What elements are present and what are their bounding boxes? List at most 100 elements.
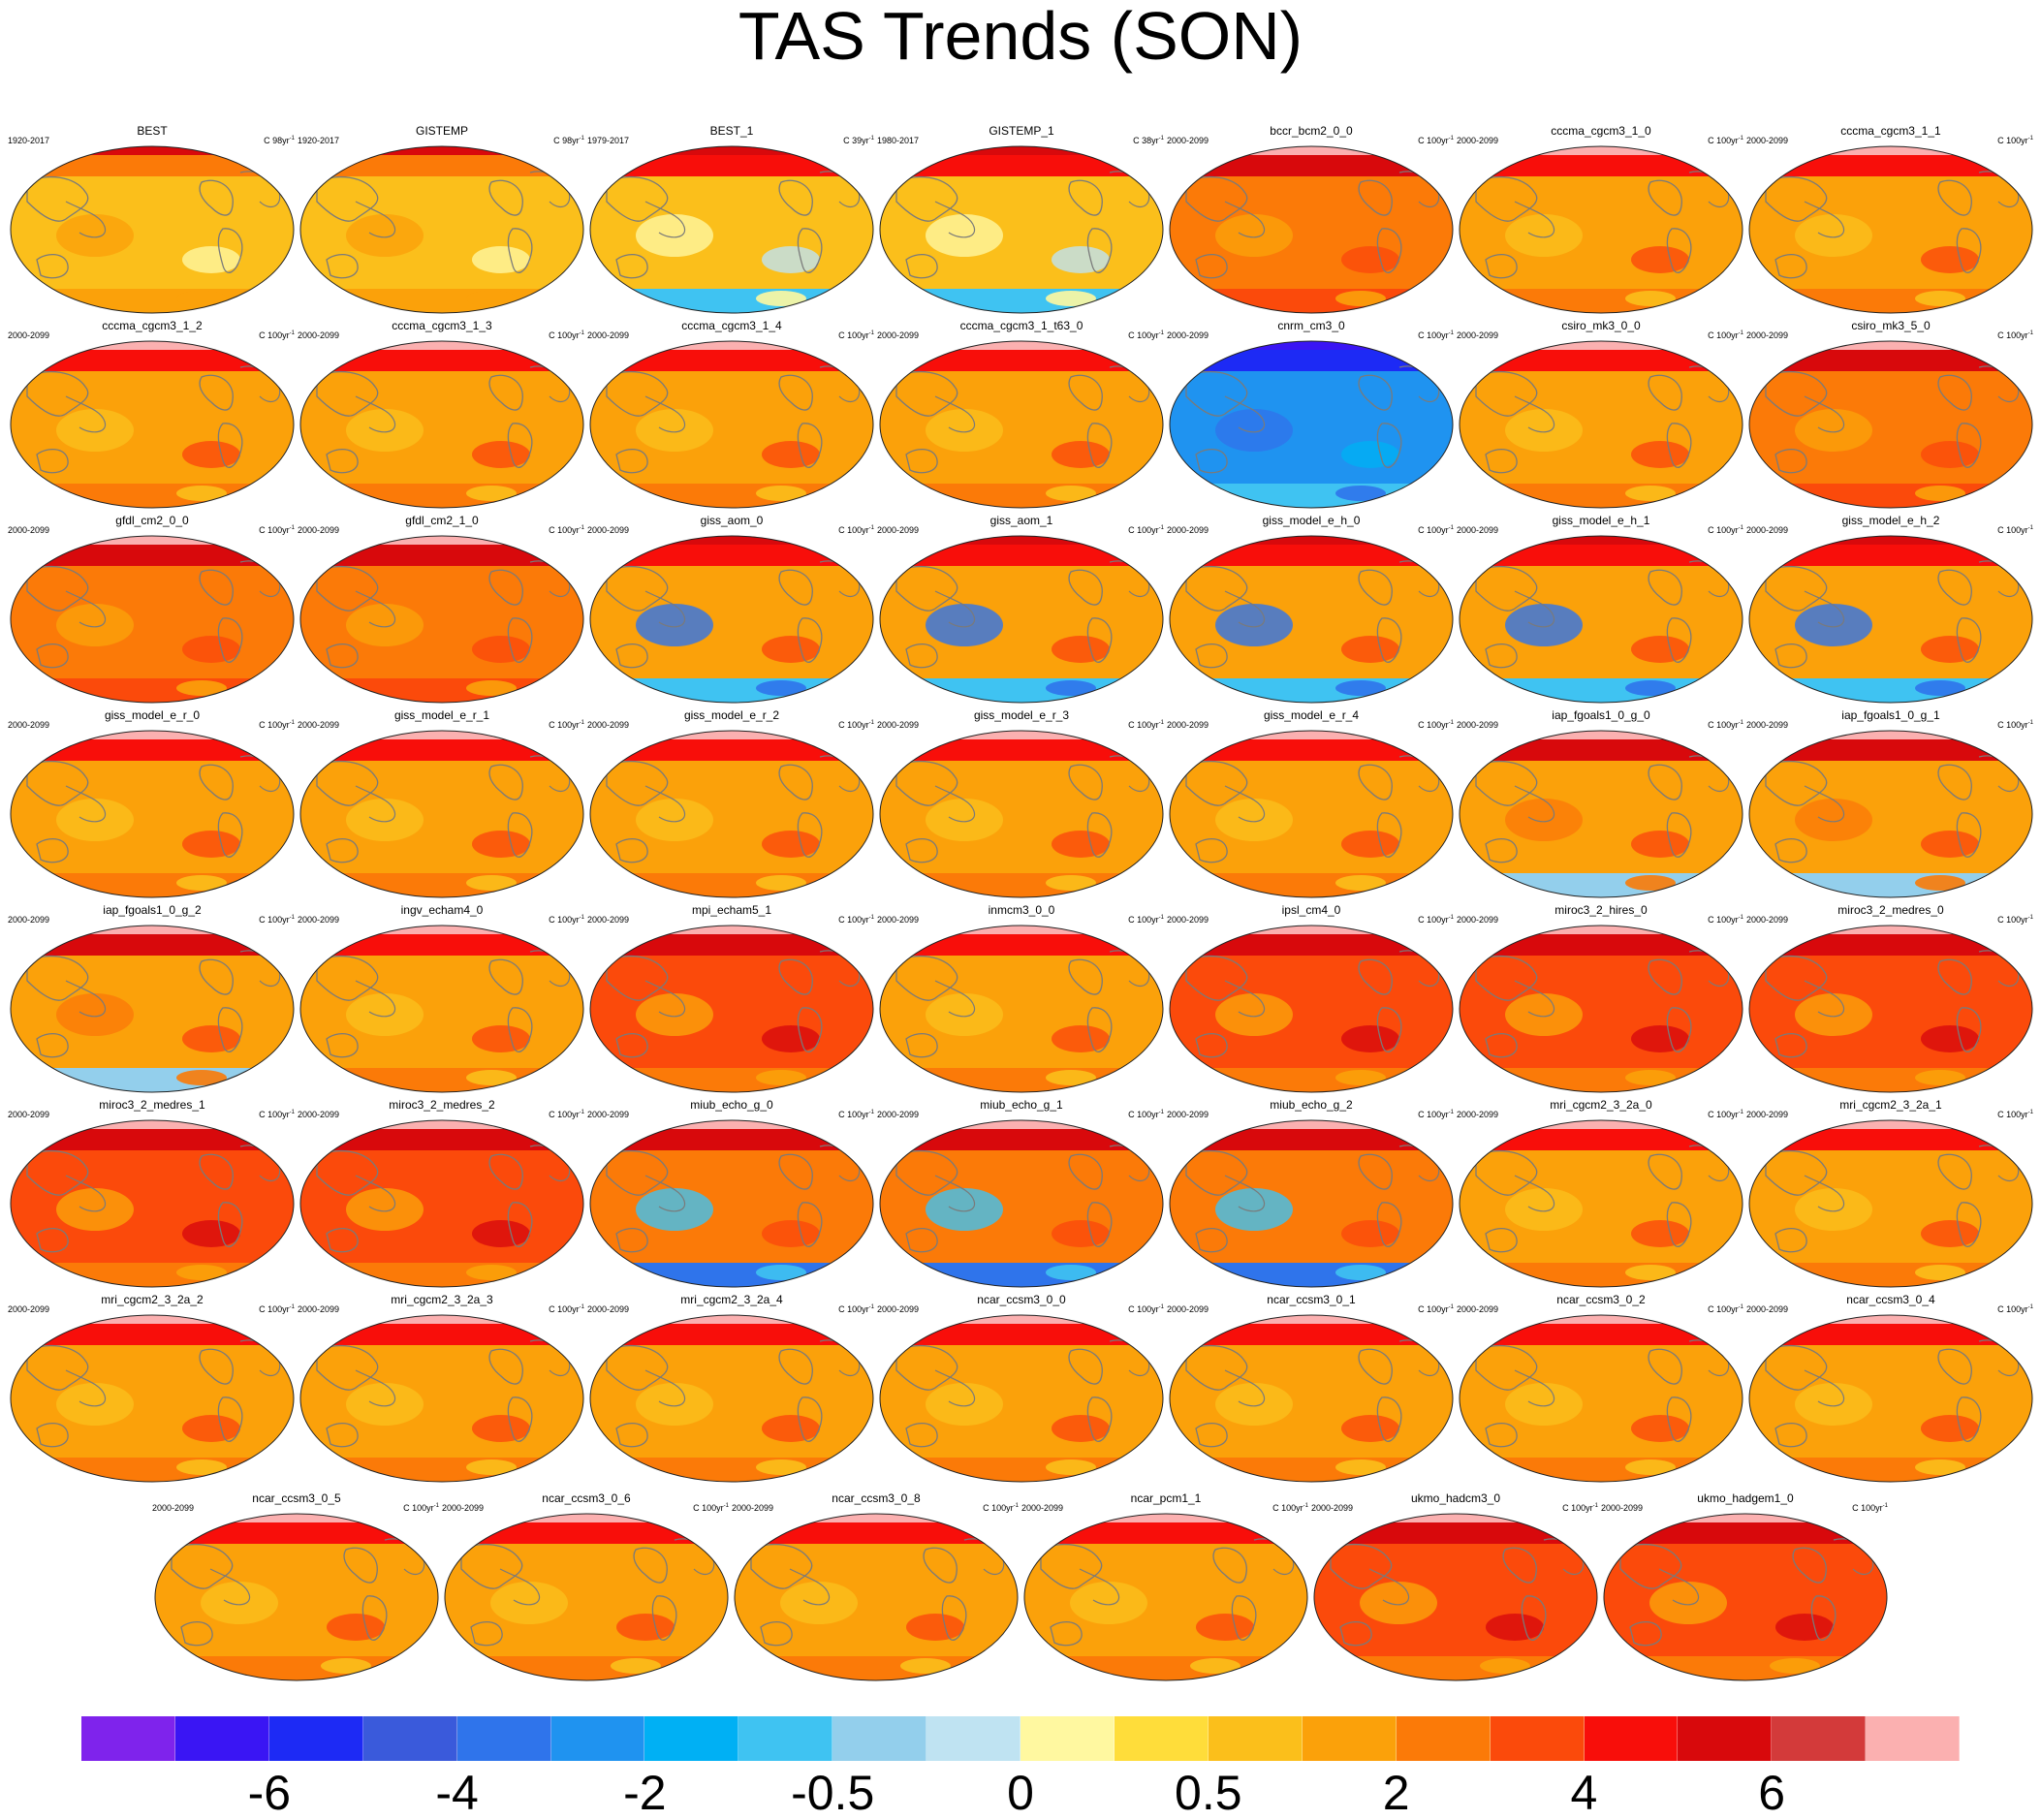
panel-units: C 100yr-1 <box>1418 523 1454 535</box>
panel-period: 1920-2017 <box>8 136 50 145</box>
panel-units: C 100yr-1 <box>259 1108 295 1119</box>
world-map <box>299 1314 584 1483</box>
world-map <box>589 340 874 509</box>
panel-units-text: C 100yr <box>1997 525 2028 535</box>
world-map <box>1169 730 1454 898</box>
world-map <box>1748 925 2033 1093</box>
world-map <box>879 340 1164 509</box>
panel-title: ncar_ccsm3_0_1 <box>1267 1293 1356 1306</box>
panel-units: C 100yr-1 <box>1997 1108 2033 1119</box>
panel-title: miroc3_2_medres_1 <box>99 1098 205 1112</box>
panel-period: 2000-2099 <box>1167 915 1209 925</box>
world-map <box>1748 145 2033 314</box>
panel-units: C 100yr-1 <box>693 1501 729 1513</box>
map-panel: ncar_ccsm3_0_2 2000-2099 C 100yr-1 <box>1457 1293 1745 1487</box>
world-map <box>1169 925 1454 1093</box>
panel-units-exponent: -1 <box>579 1304 584 1310</box>
panel-units-text: C 100yr <box>403 1503 434 1513</box>
panel-units-text: C 100yr <box>259 525 290 535</box>
panel-units-exponent: -1 <box>579 330 584 336</box>
panel-units: C 98yr-1 <box>264 134 295 145</box>
panel-units: C 100yr-1 <box>259 913 295 925</box>
map-panel: ncar_ccsm3_0_4 2000-2099 C 100yr-1 <box>1746 1293 2035 1487</box>
panel-units: C 100yr-1 <box>1128 1302 1164 1314</box>
panel-title: mri_cgcm2_3_2a_1 <box>1839 1098 1942 1112</box>
world-map <box>299 535 584 704</box>
colorbar-tick-label: -2 <box>623 1766 667 1820</box>
panel-units: C 100yr-1 <box>1562 1501 1598 1513</box>
world-map <box>154 1513 439 1681</box>
panel-period: 2000-2099 <box>1746 1110 1789 1119</box>
panel-units-text: C 98yr <box>553 136 580 145</box>
panel-units-text: C 100yr <box>549 720 580 730</box>
panel-units-exponent: -1 <box>723 1503 729 1509</box>
map-panel: cccma_cgcm3_1_3 2000-2099 C 100yr-1 <box>298 319 586 513</box>
panel-period: 2000-2099 <box>877 1110 920 1119</box>
panel-units: C 100yr-1 <box>1708 718 1743 730</box>
panel-units: C 100yr-1 <box>1418 134 1454 145</box>
panel-period: 2000-2099 <box>587 1304 630 1314</box>
world-map <box>879 535 1164 704</box>
map-panel: bccr_bcm2_0_0 2000-2099 C 100yr-1 <box>1167 124 1456 318</box>
panel-units-exponent: -1 <box>868 1304 874 1310</box>
panel-units-exponent: -1 <box>1738 330 1743 336</box>
world-map <box>299 340 584 509</box>
panel-period: 2000-2099 <box>298 720 340 730</box>
panel-units: C 100yr-1 <box>1272 1501 1308 1513</box>
map-panel: miroc3_2_medres_0 2000-2099 C 100yr-1 <box>1746 903 2035 1097</box>
map-panel: giss_model_e_r_2 2000-2099 C 100yr-1 <box>587 708 876 902</box>
panel-units: C 100yr-1 <box>549 329 584 340</box>
panel-period: 2000-2099 <box>1601 1503 1644 1513</box>
world-map <box>299 1119 584 1288</box>
panel-units-exponent: -1 <box>868 915 874 921</box>
panel-title: cccma_cgcm3_1_t63_0 <box>959 319 1083 332</box>
world-map <box>10 340 295 509</box>
map-panel: cccma_cgcm3_1_0 2000-2099 C 100yr-1 <box>1457 124 1745 318</box>
panel-units: C 100yr-1 <box>1128 913 1164 925</box>
panel-title: ncar_ccsm3_0_0 <box>977 1293 1066 1306</box>
panel-period: 2000-2099 <box>1167 136 1209 145</box>
panel-title: ncar_ccsm3_0_4 <box>1846 1293 1935 1306</box>
panel-units: C 100yr-1 <box>1418 1302 1454 1314</box>
map-panel: ncar_ccsm3_0_8 2000-2099 C 100yr-1 <box>732 1491 1020 1685</box>
panel-period: 2000-2099 <box>587 525 630 535</box>
panel-title: ncar_pcm1_1 <box>1130 1491 1202 1505</box>
world-map <box>1748 340 2033 509</box>
panel-units-exponent: -1 <box>1448 915 1454 921</box>
panel-units-exponent: -1 <box>289 1110 295 1115</box>
panel-period: 2000-2099 <box>1167 525 1209 535</box>
map-panel: ncar_ccsm3_0_0 2000-2099 C 100yr-1 <box>877 1293 1166 1487</box>
world-map <box>589 535 874 704</box>
panel-units-text: C 100yr <box>1128 525 1159 535</box>
map-panel: GISTEMP 1920-2017 C 98yr-1 <box>298 124 586 318</box>
colorbar-cell <box>1678 1716 1773 1761</box>
panel-units-exponent: -1 <box>1158 525 1164 531</box>
panel-period: 2000-2099 <box>1167 330 1209 340</box>
panel-title: BEST_1 <box>709 124 754 138</box>
colorbar-cell <box>1396 1716 1491 1761</box>
panel-units: C 100yr-1 <box>1997 718 2033 730</box>
panel-units: C 100yr-1 <box>403 1501 439 1513</box>
panel-period: 2000-2099 <box>1167 1304 1209 1314</box>
world-map <box>10 535 295 704</box>
panel-units-text: C 100yr <box>838 330 869 340</box>
panel-title: ncar_ccsm3_0_5 <box>252 1491 341 1505</box>
panel-units-text: C 100yr <box>1418 915 1449 925</box>
panel-units-exponent: -1 <box>1448 136 1454 141</box>
world-map <box>1459 535 1743 704</box>
map-panel: giss_model_e_h_0 2000-2099 C 100yr-1 <box>1167 514 1456 707</box>
panel-units-text: C 100yr <box>259 330 290 340</box>
panel-units-text: C 100yr <box>1562 1503 1593 1513</box>
world-map <box>589 145 874 314</box>
panel-units: C 100yr-1 <box>1997 523 2033 535</box>
panel-title: miroc3_2_medres_2 <box>389 1098 495 1112</box>
world-map <box>1169 145 1454 314</box>
panel-period: 2000-2099 <box>8 1304 50 1314</box>
panel-period: 2000-2099 <box>1167 720 1209 730</box>
panel-title: giss_model_e_h_0 <box>1262 514 1361 527</box>
panel-units-text: C 100yr <box>1708 720 1739 730</box>
panel-units-exponent: -1 <box>868 720 874 726</box>
panel-units-exponent: -1 <box>433 1503 439 1509</box>
colorbar-cell <box>738 1716 833 1761</box>
panel-title: bccr_bcm2_0_0 <box>1270 124 1353 138</box>
